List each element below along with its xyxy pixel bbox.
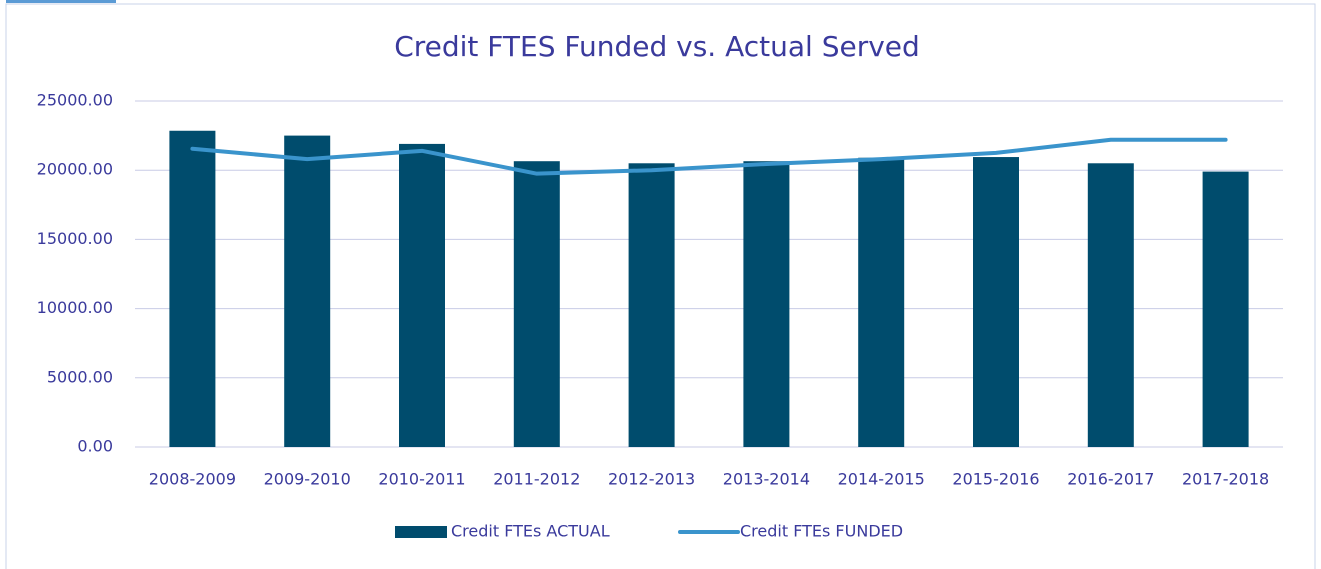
- y-tick-label: 20000.00: [37, 160, 113, 179]
- y-tick-label: 15000.00: [37, 229, 113, 248]
- bar: [743, 161, 790, 448]
- x-tick-label: 2014-2015: [838, 470, 925, 489]
- legend-swatch: [395, 526, 447, 538]
- legend-label: Credit FTEs ACTUAL: [451, 522, 610, 541]
- x-tick-label: 2008-2009: [149, 470, 236, 489]
- bar: [628, 163, 675, 447]
- x-tick-label: 2010-2011: [378, 470, 465, 489]
- y-tick-label: 0.00: [77, 437, 113, 456]
- bar: [169, 130, 216, 448]
- x-tick-label: 2009-2010: [264, 470, 351, 489]
- selection-edge: [6, 0, 116, 3]
- legend-label: Credit FTEs FUNDED: [740, 522, 903, 541]
- bar: [513, 161, 560, 448]
- x-tick-label: 2011-2012: [493, 470, 580, 489]
- bar: [973, 157, 1019, 447]
- chart-title: Credit FTES Funded vs. Actual Served: [394, 30, 920, 63]
- x-tick-label: 2012-2013: [608, 470, 695, 489]
- bar: [858, 157, 905, 447]
- y-tick-label: 5000.00: [47, 367, 113, 386]
- x-tick-label: 2017-2018: [1182, 470, 1269, 489]
- x-tick-label: 2013-2014: [723, 470, 810, 489]
- bar: [399, 143, 445, 448]
- bar: [1087, 163, 1134, 447]
- bar: [284, 135, 331, 447]
- x-tick-label: 2015-2016: [952, 470, 1039, 489]
- y-tick-label: 10000.00: [37, 298, 113, 317]
- y-tick-label: 25000.00: [37, 91, 113, 110]
- line: [190, 137, 1228, 176]
- x-tick-label: 2016-2017: [1067, 470, 1154, 489]
- bar: [1202, 171, 1249, 448]
